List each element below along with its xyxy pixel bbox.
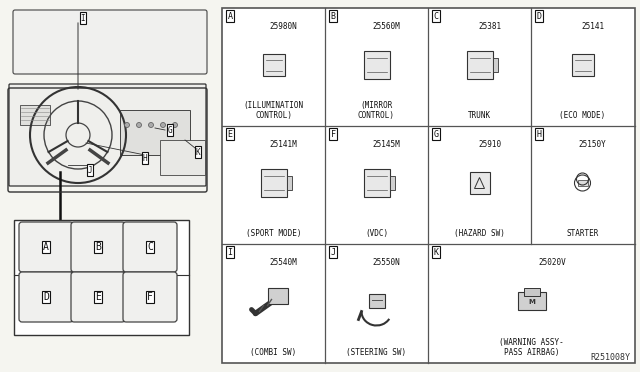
Text: G: G — [433, 129, 438, 138]
Circle shape — [148, 122, 154, 128]
Text: E: E — [227, 129, 232, 138]
Text: 25980N: 25980N — [270, 22, 298, 31]
Text: H: H — [536, 129, 541, 138]
Text: K: K — [196, 148, 200, 157]
Bar — [470, 172, 490, 194]
Bar — [364, 169, 390, 197]
Circle shape — [161, 122, 166, 128]
Text: C: C — [433, 12, 438, 20]
FancyBboxPatch shape — [13, 10, 207, 74]
Bar — [20, 105, 50, 125]
Text: 25141M: 25141M — [270, 140, 298, 149]
Text: (STEERING SW): (STEERING SW) — [346, 348, 406, 357]
Text: (COMBI SW): (COMBI SW) — [250, 348, 296, 357]
Bar — [364, 51, 390, 79]
Text: 25150Y: 25150Y — [579, 140, 607, 149]
Text: F: F — [330, 129, 335, 138]
Text: 25560M: 25560M — [373, 22, 401, 31]
Text: (MIRROR
CONTROL): (MIRROR CONTROL) — [358, 100, 395, 120]
Text: (SPORT MODE): (SPORT MODE) — [246, 229, 301, 238]
FancyBboxPatch shape — [123, 222, 177, 272]
Text: D: D — [43, 292, 49, 302]
Bar — [493, 58, 497, 72]
Text: 25145M: 25145M — [373, 140, 401, 149]
FancyBboxPatch shape — [19, 272, 73, 322]
Bar — [120, 110, 190, 155]
Text: M: M — [528, 299, 535, 305]
Text: C: C — [147, 242, 153, 252]
Text: I: I — [81, 13, 85, 22]
Bar — [222, 8, 635, 363]
Text: 25910: 25910 — [478, 140, 501, 149]
Text: D: D — [536, 12, 541, 20]
FancyBboxPatch shape — [9, 84, 206, 186]
Text: R251008Y: R251008Y — [590, 353, 630, 362]
Text: J: J — [88, 166, 92, 174]
Circle shape — [136, 122, 141, 128]
Bar — [260, 169, 287, 197]
Bar — [518, 292, 545, 310]
Text: (VDC): (VDC) — [365, 229, 388, 238]
Text: A: A — [227, 12, 232, 20]
Text: 25141: 25141 — [581, 22, 604, 31]
Bar — [467, 51, 493, 79]
Circle shape — [125, 122, 129, 128]
Text: E: E — [95, 292, 101, 302]
Text: H: H — [143, 154, 147, 163]
Bar — [160, 140, 205, 175]
FancyBboxPatch shape — [71, 222, 125, 272]
Bar — [14, 220, 189, 335]
Bar — [262, 54, 285, 76]
Circle shape — [173, 122, 177, 128]
Text: A: A — [43, 242, 49, 252]
Text: 25381: 25381 — [478, 22, 501, 31]
Text: 25540M: 25540M — [270, 258, 298, 267]
Text: TRUNK: TRUNK — [468, 111, 491, 120]
Text: (ILLUMINATION
CONTROL): (ILLUMINATION CONTROL) — [243, 100, 303, 120]
Bar — [268, 288, 287, 304]
Text: (WARNING ASSY-
PASS AIRBAG): (WARNING ASSY- PASS AIRBAG) — [499, 338, 564, 357]
Text: G: G — [168, 125, 172, 135]
FancyBboxPatch shape — [123, 272, 177, 322]
Text: 25550N: 25550N — [373, 258, 401, 267]
Bar — [577, 180, 588, 186]
Text: B: B — [330, 12, 335, 20]
Text: (HAZARD SW): (HAZARD SW) — [454, 229, 505, 238]
Text: F: F — [147, 292, 153, 302]
Bar — [287, 176, 291, 190]
Bar — [524, 288, 540, 295]
Text: J: J — [330, 247, 335, 257]
Text: 25020V: 25020V — [538, 258, 566, 267]
Bar — [572, 54, 593, 76]
Text: STARTER: STARTER — [566, 229, 598, 238]
Bar — [369, 294, 385, 308]
Bar — [390, 176, 394, 190]
Text: K: K — [433, 247, 438, 257]
Text: (ECO MODE): (ECO MODE) — [559, 111, 605, 120]
Text: I: I — [227, 247, 232, 257]
FancyBboxPatch shape — [71, 272, 125, 322]
FancyBboxPatch shape — [19, 222, 73, 272]
Text: B: B — [95, 242, 101, 252]
